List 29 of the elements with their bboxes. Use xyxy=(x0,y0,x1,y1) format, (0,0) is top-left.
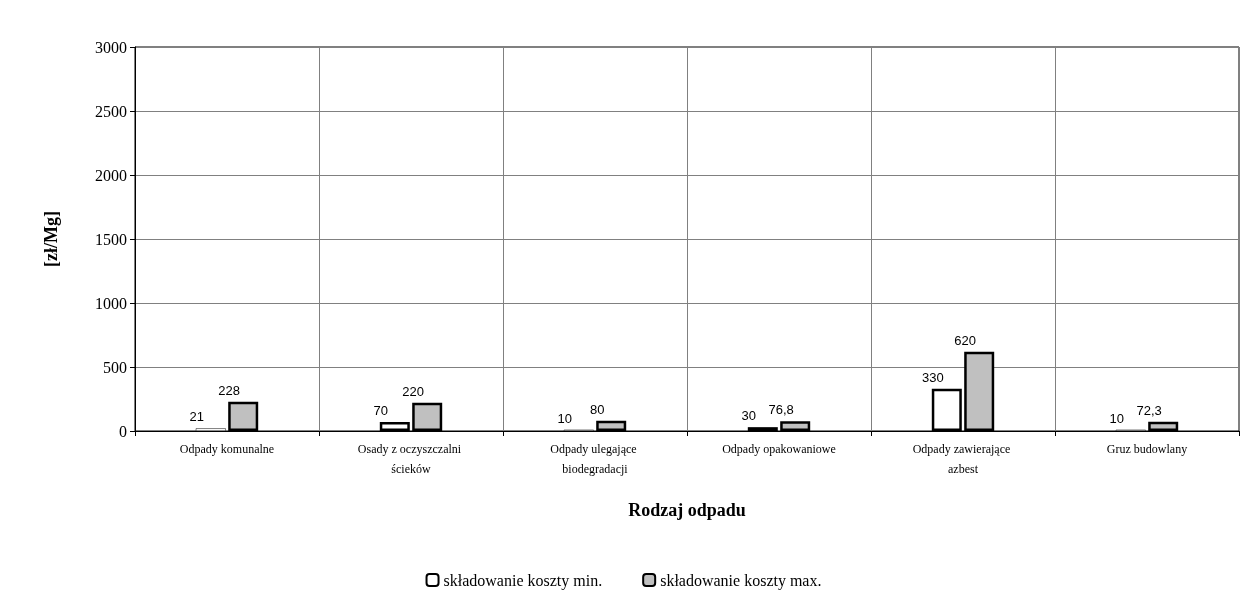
legend-label: składowanie koszty max. xyxy=(660,571,822,590)
data-label: 30 xyxy=(741,408,757,424)
data-label: 620 xyxy=(954,332,977,348)
data-label: 70 xyxy=(373,403,389,419)
y-tick-label: 2000 xyxy=(95,166,127,184)
data-label: 80 xyxy=(589,401,605,417)
x-tick-label: Gruz budowlany xyxy=(1106,442,1188,456)
y-tick-label: 1000 xyxy=(95,294,127,312)
x-tick-label: Odpady ulegające biodegradacji xyxy=(550,442,640,476)
data-label: 330 xyxy=(921,369,944,385)
data-label: 10 xyxy=(1109,410,1125,426)
y-tick-label: 3000 xyxy=(95,38,127,56)
x-tick-label: Odpady komunalne xyxy=(179,442,275,456)
data-label: 21 xyxy=(189,409,205,425)
data-label: 228 xyxy=(218,382,241,398)
y-tick-label: 500 xyxy=(103,358,127,376)
data-label: 10 xyxy=(557,410,573,426)
data-label: 76,8 xyxy=(768,402,794,418)
data-label: 220 xyxy=(402,383,425,399)
data-label: 72,3 xyxy=(1136,402,1162,418)
y-tick-label: 1500 xyxy=(95,230,127,248)
y-tick-label: 0 xyxy=(119,422,127,440)
y-tick-label: 2500 xyxy=(95,102,127,120)
x-tick-label: Odpady opakowaniowe xyxy=(722,442,836,456)
y-axis-title: [zł/Mg] xyxy=(41,211,61,267)
legend-label: składowanie koszty min. xyxy=(443,571,603,590)
x-axis-title: Rodzaj odpadu xyxy=(628,500,746,520)
x-tick-label: Odpady zawierające azbest xyxy=(912,442,1014,476)
x-tick-label: Osady z oczyszczalni ścieków xyxy=(357,442,465,476)
